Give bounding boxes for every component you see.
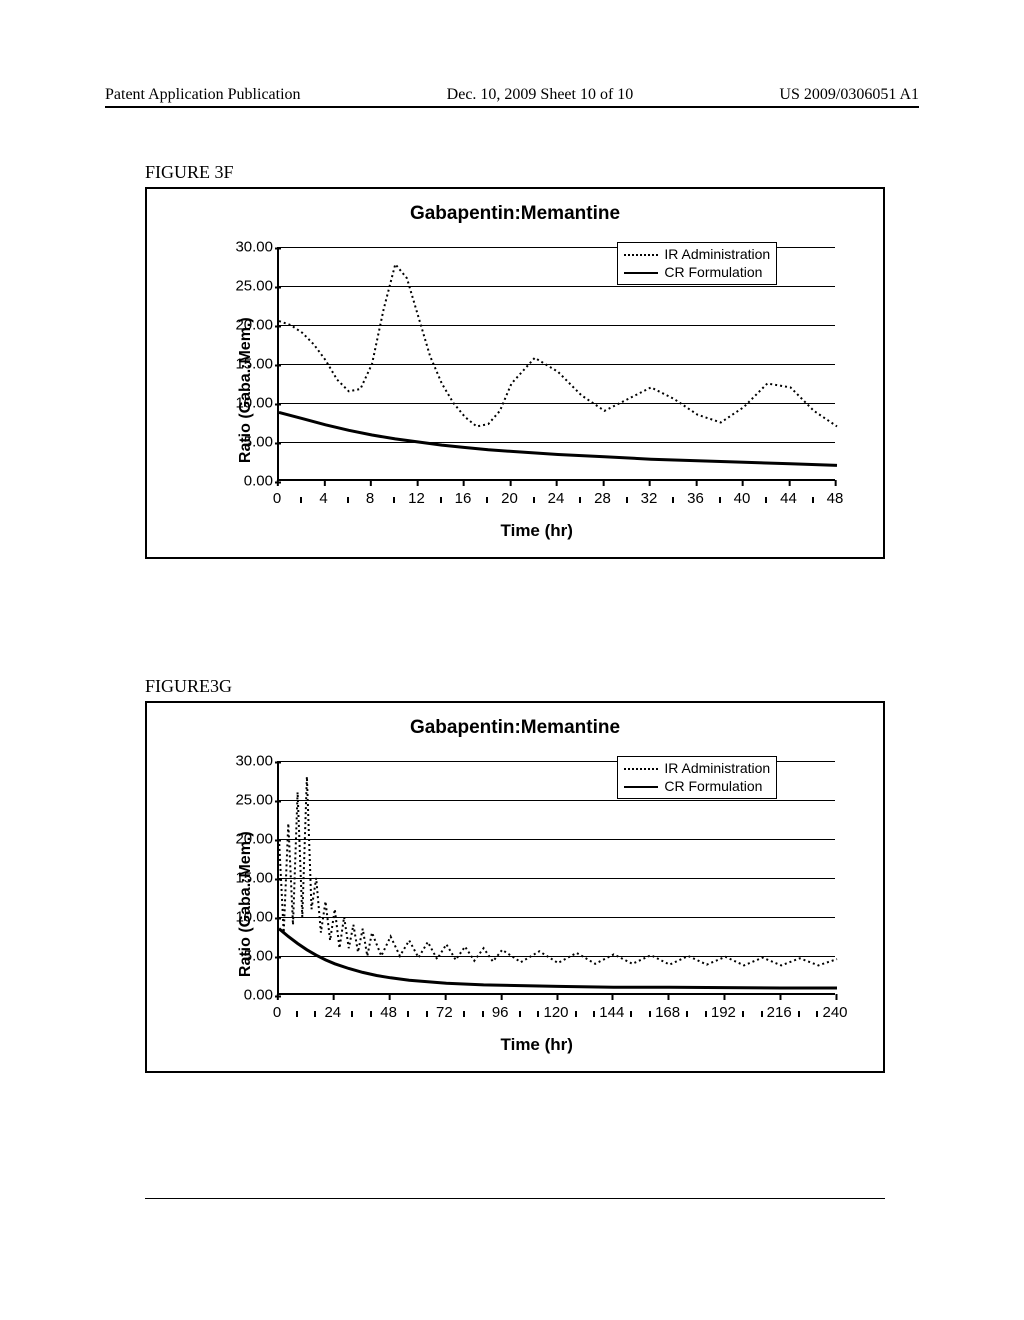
x-tick: 192 [711,1004,736,1021]
y-tick: 25.00 [225,792,273,809]
x-tick: 96 [492,1004,509,1021]
chart-3f: Gabapentin:Memantine Ratio (Gaba.:Mem.) … [145,187,885,559]
page-bottom-rule [145,1198,885,1199]
x-tick: 48 [380,1004,397,1021]
chart-title: Gabapentin:Memantine [177,203,853,225]
x-tick: 0 [273,490,281,507]
x-tick: 36 [687,490,704,507]
y-tick: 5.00 [225,434,273,451]
y-tick: 20.00 [225,831,273,848]
x-tick: 120 [543,1004,568,1021]
figure-label: FIGURE 3F [145,162,929,183]
x-tick: 32 [641,490,658,507]
figure-3f-block: FIGURE 3F Gabapentin:Memantine Ratio (Ga… [95,146,929,569]
x-tick: 40 [734,490,751,507]
x-tick: 72 [436,1004,453,1021]
series-ir-administration [279,777,837,966]
legend-item: IR Administration [624,759,770,777]
legend-swatch [624,763,658,773]
page-header: Patent Application Publication Dec. 10, … [105,86,919,104]
chart-box: Ratio (Gaba.:Mem.) Time (hr) 0.005.0010.… [177,247,853,537]
y-tick: 15.00 [225,870,273,887]
legend-label: IR Administration [664,246,770,262]
legend-label: IR Administration [664,760,770,776]
x-tick: 8 [366,490,374,507]
legend-swatch [624,267,658,277]
legend: IR Administration CR Formulation [617,242,777,285]
y-tick: 30.00 [225,239,273,256]
x-axis-label: Time (hr) [501,521,573,541]
series-cr-formulation [279,929,837,988]
header-center: Dec. 10, 2009 Sheet 10 of 10 [447,86,634,104]
x-tick: 48 [827,490,844,507]
y-tick: 15.00 [225,356,273,373]
x-tick: 24 [548,490,565,507]
x-tick: 0 [273,1004,281,1021]
x-tick: 16 [455,490,472,507]
header-right: US 2009/0306051 A1 [779,86,919,104]
chart-title: Gabapentin:Memantine [177,717,853,739]
x-tick: 20 [501,490,518,507]
legend: IR Administration CR Formulation [617,756,777,799]
series-cr-formulation [279,412,837,465]
x-tick: 168 [655,1004,680,1021]
x-tick: 240 [822,1004,847,1021]
y-tick: 0.00 [225,987,273,1004]
x-tick: 28 [594,490,611,507]
chart-box: Ratio (Gaba.:Mem.) Time (hr) 0.005.0010.… [177,761,853,1051]
legend-label: CR Formulation [664,778,762,794]
y-tick: 0.00 [225,473,273,490]
y-tick: 5.00 [225,948,273,965]
legend-item: CR Formulation [624,777,770,795]
page: Patent Application Publication Dec. 10, … [0,0,1024,1320]
legend-label: CR Formulation [664,264,762,280]
y-tick: 10.00 [225,395,273,412]
legend-swatch [624,781,658,791]
x-axis-label: Time (hr) [501,1035,573,1055]
x-tick: 216 [767,1004,792,1021]
y-tick: 20.00 [225,317,273,334]
x-tick: 24 [324,1004,341,1021]
series-ir-administration [279,264,837,426]
header-left: Patent Application Publication [105,86,301,104]
legend-item: IR Administration [624,245,770,263]
y-tick: 25.00 [225,278,273,295]
figure-3g-block: FIGURE3G Gabapentin:Memantine Ratio (Gab… [95,660,929,1083]
x-tick: 4 [319,490,327,507]
x-tick: 144 [599,1004,624,1021]
legend-swatch [624,249,658,259]
figure-label: FIGURE3G [145,676,929,697]
legend-item: CR Formulation [624,263,770,281]
y-tick: 10.00 [225,909,273,926]
header-rule [105,106,919,108]
x-tick: 44 [780,490,797,507]
y-tick: 30.00 [225,753,273,770]
x-tick: 12 [408,490,425,507]
chart-3g: Gabapentin:Memantine Ratio (Gaba.:Mem.) … [145,701,885,1073]
